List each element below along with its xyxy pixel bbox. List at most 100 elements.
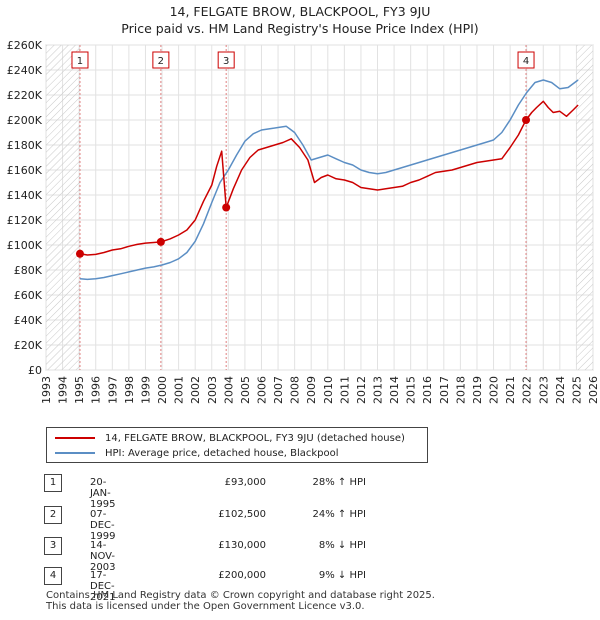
y-tick-label: £100K xyxy=(7,239,43,252)
footer-copyright: Contains HM Land Registry data © Crown c… xyxy=(46,590,435,601)
x-tick-label: 2013 xyxy=(372,376,385,404)
x-tick-label: 2008 xyxy=(289,376,302,404)
x-tick-label: 1995 xyxy=(73,376,86,404)
legend-swatch-property xyxy=(55,437,95,439)
tx-hpi-diff: 24% ↑ HPI xyxy=(312,509,366,520)
tx-date: 20-JAN-1995 xyxy=(90,477,116,510)
transaction-point xyxy=(75,249,84,258)
x-tick-label: 2014 xyxy=(388,376,401,404)
hatched-region xyxy=(576,45,593,370)
y-tick-label: £140K xyxy=(7,189,43,202)
legend-label-hpi: HPI: Average price, detached house, Blac… xyxy=(105,447,339,459)
x-tick-label: 2018 xyxy=(454,376,467,404)
footer-license: This data is licensed under the Open Gov… xyxy=(46,601,365,612)
x-tick-label: 2010 xyxy=(322,376,335,404)
legend-swatch-hpi xyxy=(55,452,95,454)
transaction-point xyxy=(222,203,231,212)
x-tick-label: 2004 xyxy=(222,376,235,404)
x-tick-label: 2015 xyxy=(405,376,418,404)
x-tick-label: 2005 xyxy=(239,376,252,404)
chart-title: 14, FELGATE BROW, BLACKPOOL, FY3 9JU xyxy=(170,4,431,19)
x-tick-label: 2023 xyxy=(537,376,550,404)
tx-date: 14-NOV-2003 xyxy=(90,540,116,573)
tx-number-badge: 2 xyxy=(44,506,62,524)
tx-price: £93,000 xyxy=(224,477,266,488)
x-tick-label: 2019 xyxy=(471,376,484,404)
x-tick-label: 1997 xyxy=(106,376,119,404)
transaction-marker: 2 xyxy=(152,51,170,69)
transaction-point xyxy=(156,237,165,246)
y-tick-label: £220K xyxy=(7,89,43,102)
tx-date: 07-DEC-1999 xyxy=(90,509,116,542)
tx-price: £200,000 xyxy=(218,570,266,581)
chart-subtitle: Price paid vs. HM Land Registry's House … xyxy=(121,21,478,36)
transaction-marker: 3 xyxy=(217,51,235,69)
x-tick-label: 1993 xyxy=(40,376,53,404)
transaction-marker-box xyxy=(517,51,535,69)
plot-area xyxy=(45,44,594,371)
transaction-marker-box xyxy=(152,51,170,69)
y-tick-label: £20K xyxy=(14,339,43,352)
tx-hpi-diff: 8% ↓ HPI xyxy=(318,540,366,551)
chart-legend: 14, FELGATE BROW, BLACKPOOL, FY3 9JU (de… xyxy=(46,427,428,463)
transaction-marker-label: 3 xyxy=(223,56,229,67)
transaction-markers: 1 2 3 4 xyxy=(71,51,535,69)
transaction-marker: 1 xyxy=(71,51,89,69)
x-tick-label: 1994 xyxy=(57,376,70,404)
transaction-points xyxy=(75,116,531,258)
x-tick-label: 1999 xyxy=(139,376,152,404)
x-tick-label: 1996 xyxy=(90,376,103,404)
x-tick-label: 2012 xyxy=(355,376,368,404)
y-tick-label: £0 xyxy=(28,364,42,377)
price-chart: 14, FELGATE BROW, BLACKPOOL, FY3 9JU Pri… xyxy=(7,4,600,404)
legend-item-property: 14, FELGATE BROW, BLACKPOOL, FY3 9JU (de… xyxy=(55,431,405,445)
tx-number-badge: 4 xyxy=(44,567,62,585)
x-tick-label: 2006 xyxy=(255,376,268,404)
y-tick-label: £80K xyxy=(14,264,43,277)
x-tick-label: 1998 xyxy=(123,376,136,404)
x-tick-label: 2017 xyxy=(438,376,451,404)
footer-note: Contains HM Land Registry data © Crown c… xyxy=(46,590,435,612)
y-tick-label: £120K xyxy=(7,214,43,227)
tx-number-badge: 1 xyxy=(44,474,62,492)
transaction-point xyxy=(522,116,531,124)
x-tick-label: 2000 xyxy=(156,376,169,404)
tx-date: 17-DEC-2021 xyxy=(90,570,116,603)
transaction-marker-box xyxy=(71,51,89,69)
x-tick-label: 2026 xyxy=(587,376,600,404)
x-tick-label: 2016 xyxy=(421,376,434,404)
x-tick-label: 2009 xyxy=(305,376,318,404)
property-price-line xyxy=(79,100,579,256)
x-tick-label: 2011 xyxy=(338,376,351,404)
series-lines xyxy=(79,79,579,281)
y-tick-label: £160K xyxy=(7,164,43,177)
x-tick-label: 2002 xyxy=(189,376,202,404)
y-tick-label: £260K xyxy=(7,39,43,52)
y-tick-label: £40K xyxy=(14,314,43,327)
x-tick-label: 2024 xyxy=(554,376,567,404)
y-tick-label: £200K xyxy=(7,114,43,127)
hpi-line xyxy=(79,79,579,281)
x-tick-label: 2007 xyxy=(272,376,285,404)
transaction-marker-label: 2 xyxy=(158,56,164,67)
y-tick-label: £60K xyxy=(14,289,43,302)
y-tick-label: £240K xyxy=(7,64,43,77)
transaction-marker-box xyxy=(217,51,235,69)
x-tick-label: 2003 xyxy=(206,376,219,404)
y-axis-ticks: £0 £20K £40K £60K £80K £100K £120K £140K £160K £1… xyxy=(7,39,43,377)
tx-price: £102,500 xyxy=(218,509,266,520)
plot-background xyxy=(45,44,594,371)
hatched-regions xyxy=(46,45,593,370)
x-tick-label: 2020 xyxy=(488,376,501,404)
x-tick-label: 2001 xyxy=(173,376,186,404)
legend-label-property: 14, FELGATE BROW, BLACKPOOL, FY3 9JU (de… xyxy=(105,432,405,444)
x-axis-ticks: 1993 1994 1995 1996 1997 1998 1999 2000 2001 2002… xyxy=(40,376,600,404)
x-tick-label: 2025 xyxy=(570,376,583,404)
tx-hpi-diff: 28% ↑ HPI xyxy=(312,477,366,488)
transaction-marker-label: 1 xyxy=(77,56,83,67)
tx-hpi-diff: 9% ↓ HPI xyxy=(318,570,366,581)
legend-item-hpi: HPI: Average price, detached house, Blac… xyxy=(55,446,339,460)
transaction-marker: 4 xyxy=(517,51,535,69)
transaction-marker-label: 4 xyxy=(523,56,529,67)
x-tick-label: 2021 xyxy=(504,376,517,404)
